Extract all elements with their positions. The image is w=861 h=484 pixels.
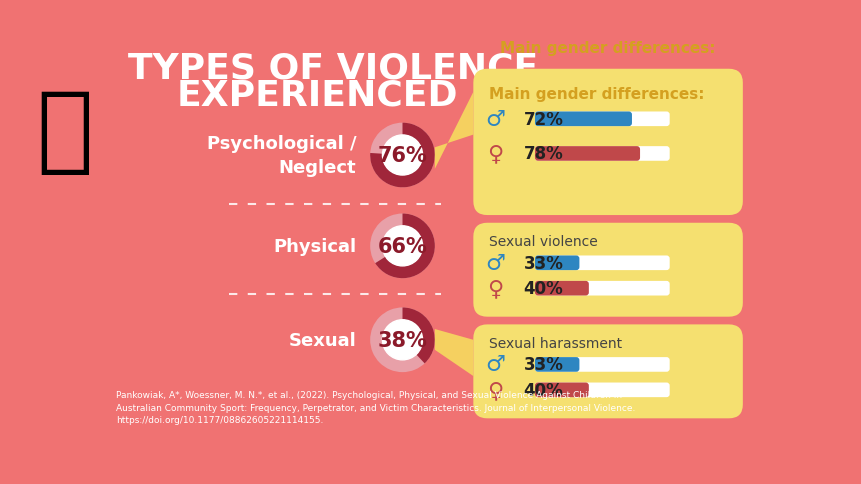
FancyBboxPatch shape	[473, 325, 742, 419]
Text: 38%: 38%	[377, 330, 427, 350]
FancyBboxPatch shape	[535, 112, 631, 127]
Circle shape	[382, 136, 422, 176]
FancyBboxPatch shape	[535, 112, 669, 127]
Text: EXPERIENCED: EXPERIENCED	[177, 78, 458, 112]
Text: 33%: 33%	[523, 254, 562, 272]
Wedge shape	[369, 308, 434, 372]
Text: 76%: 76%	[377, 146, 427, 166]
Text: Sexual violence: Sexual violence	[488, 235, 597, 249]
Text: Sexual: Sexual	[288, 331, 356, 349]
Circle shape	[382, 320, 422, 360]
Text: TYPES OF VIOLENCE: TYPES OF VIOLENCE	[128, 51, 538, 85]
FancyBboxPatch shape	[535, 147, 640, 162]
Wedge shape	[369, 123, 434, 188]
FancyBboxPatch shape	[473, 70, 742, 215]
Text: Main gender differences:: Main gender differences:	[499, 41, 715, 56]
Text: 40%: 40%	[523, 381, 562, 399]
FancyBboxPatch shape	[535, 281, 588, 296]
Text: 72%: 72%	[523, 110, 562, 129]
Text: Sexual harassment: Sexual harassment	[488, 336, 621, 350]
FancyBboxPatch shape	[535, 147, 669, 162]
Text: 🤚: 🤚	[36, 86, 93, 178]
Text: ♂: ♂	[485, 109, 505, 130]
Text: ♀: ♀	[486, 380, 503, 400]
FancyBboxPatch shape	[535, 256, 669, 271]
FancyBboxPatch shape	[535, 357, 669, 372]
Wedge shape	[375, 214, 434, 279]
Text: Psychological /
Neglect: Psychological / Neglect	[207, 135, 356, 177]
Text: 66%: 66%	[377, 236, 427, 257]
Text: ♀: ♀	[486, 279, 503, 299]
Text: ♂: ♂	[485, 253, 505, 273]
Text: Main gender differences:: Main gender differences:	[488, 87, 703, 102]
Wedge shape	[402, 308, 434, 363]
FancyBboxPatch shape	[535, 256, 579, 271]
FancyBboxPatch shape	[535, 383, 588, 397]
FancyBboxPatch shape	[535, 383, 669, 397]
Text: ♂: ♂	[485, 355, 505, 375]
Text: 40%: 40%	[523, 280, 562, 298]
Polygon shape	[434, 329, 473, 376]
FancyBboxPatch shape	[535, 281, 669, 296]
FancyBboxPatch shape	[473, 223, 742, 317]
FancyBboxPatch shape	[535, 357, 579, 372]
Text: ♀: ♀	[486, 144, 503, 164]
Text: 33%: 33%	[523, 356, 562, 374]
Circle shape	[382, 227, 422, 266]
Text: Physical: Physical	[273, 237, 356, 256]
Polygon shape	[434, 92, 473, 169]
Wedge shape	[369, 214, 434, 279]
Text: Pankowiak, A*, Woessner, M. N.*, et al., (2022). Psychological, Physical, and Se: Pankowiak, A*, Woessner, M. N.*, et al.,…	[116, 391, 635, 424]
Text: 78%: 78%	[523, 145, 562, 163]
Wedge shape	[369, 123, 434, 188]
